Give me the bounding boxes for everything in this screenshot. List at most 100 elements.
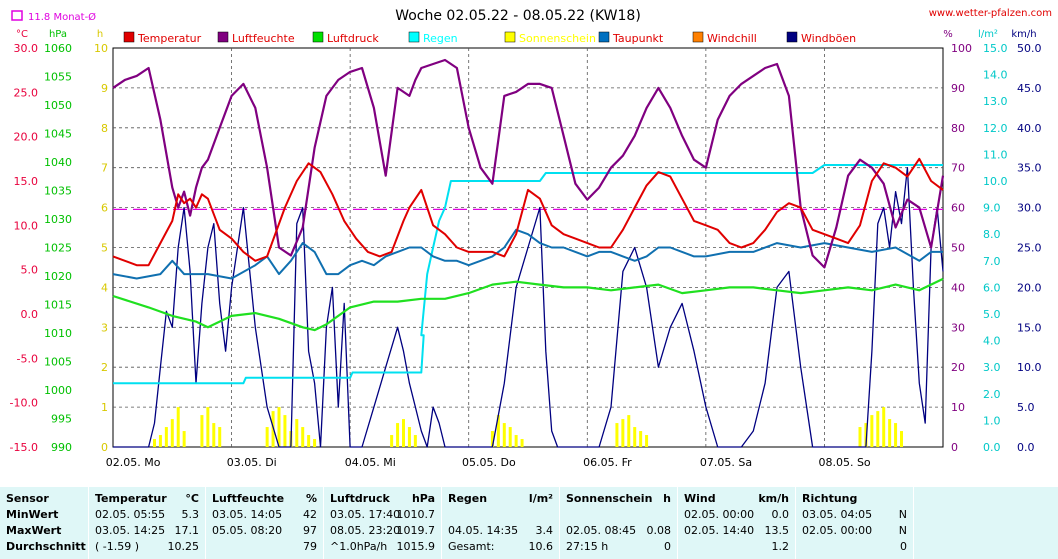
sunshine-bar: [313, 439, 317, 447]
axis-tick-label: 11.0: [983, 148, 1008, 161]
sunshine-bar: [870, 415, 874, 447]
stats-col-wind: Wind km/h 02.05. 00:00 0.0 02.05. 14:40 13.…: [678, 487, 795, 559]
axis-tick-label: 10.0: [1017, 361, 1042, 374]
legend-swatch: [504, 31, 516, 43]
axis-tick-label: 995: [51, 413, 72, 426]
axis-unit-label: km/h: [1011, 29, 1036, 40]
axis-tick-label: 1055: [44, 71, 72, 84]
stats-header-rain-unit: l/m²: [528, 492, 553, 505]
stats-value: 03.05. 17:40: [330, 508, 401, 521]
stats-header-dir: Richtung: [802, 492, 858, 505]
stats-value: 08.05. 23:20: [330, 524, 401, 537]
sunshine-bar: [615, 423, 619, 447]
axis-tick-label: 70: [951, 162, 965, 175]
axis-tick-label: 0.0: [21, 308, 39, 321]
axis-tick-label: 990: [51, 441, 72, 454]
axis-tick-label: 5.0: [983, 308, 1001, 321]
sunshine-bar: [639, 431, 643, 447]
sunshine-bar: [158, 435, 162, 447]
axis-tick-label: 1050: [44, 99, 72, 112]
sunshine-bar: [633, 427, 637, 447]
stats-value: 03.05. 04:05: [802, 508, 873, 521]
axis-unit-label: l/m²: [978, 29, 998, 40]
axis-tick-label: 12.0: [983, 122, 1008, 135]
sunshine-bar: [170, 419, 174, 447]
axis-unit-label: hPa: [49, 29, 67, 40]
axis-tick-label: 1020: [44, 270, 72, 283]
axis-tick-label: 3: [101, 321, 108, 334]
sunshine-bar: [295, 419, 299, 447]
sunshine-bar: [164, 427, 168, 447]
stats-header-sensor: Sensor: [6, 492, 49, 505]
x-tick-label: 06.05. Fr: [583, 456, 632, 469]
chart-title: Woche 02.05.22 - 08.05.22 (KW18): [395, 8, 641, 24]
axis-tick-label: 20.0: [1017, 281, 1042, 294]
x-tick-label: 08.05. So: [818, 456, 870, 469]
axis-tick-label: 2.0: [983, 388, 1001, 401]
axis-tick-label: 9.0: [983, 202, 1001, 215]
stats-col-direction: Richtung 03.05. 04:05 N 02.05. 00:00 N 0: [796, 487, 913, 559]
stats-label-min: MinWert: [6, 508, 59, 521]
stats-value: 02.05. 08:45: [566, 524, 637, 537]
stats-header-sun-unit: h: [663, 492, 671, 505]
stats-value: 1010.7: [396, 508, 436, 521]
axis-tick-label: 1045: [44, 128, 72, 141]
axis-tick-label: 60: [951, 202, 965, 215]
axis-tick-label: 5: [101, 242, 108, 255]
stats-header-press: Luftdruck: [330, 492, 390, 505]
average-marker-icon: [11, 10, 23, 21]
stats-header-sun: Sonnenschein: [566, 492, 653, 505]
axis-tick-label: 1025: [44, 242, 72, 255]
stats-value: N: [898, 508, 907, 521]
axis-tick-label: 90: [951, 82, 965, 95]
stats-value: 0: [664, 540, 671, 553]
legend-swatch: [312, 31, 324, 43]
axis-tick-label: 5.0: [1017, 401, 1035, 414]
stats-value: 10.25: [167, 540, 200, 553]
sunshine-bar: [502, 423, 506, 447]
axis-tick-label: 80: [951, 122, 965, 135]
axis-tick-label: 1.0: [983, 414, 1001, 427]
sunshine-bar: [858, 427, 862, 447]
humidity-line: [112, 58, 945, 269]
sunshine-bar: [508, 427, 512, 447]
axis-tick-label: 0.0: [1017, 441, 1035, 454]
sunshine-bar: [402, 419, 405, 447]
x-tick-label: 04.05. Mi: [345, 456, 396, 469]
sunshine-bar: [900, 431, 903, 447]
sunshine-bar: [218, 427, 222, 447]
axis-tick-label: 1: [101, 401, 108, 414]
stats-value: 04.05. 14:35: [448, 524, 519, 537]
pressure-line: [112, 277, 944, 332]
stats-value: 42: [303, 508, 317, 521]
sunshine-bar: [200, 415, 204, 447]
axis-tick-label: 2: [101, 361, 108, 374]
axis-tick-label: 10: [951, 401, 965, 414]
sunshine-bar: [283, 415, 287, 447]
stats-value: 1019.7: [396, 524, 436, 537]
axis-tick-label: 0: [951, 441, 958, 454]
stats-value: 5.3: [181, 508, 200, 521]
legend-entry: Temperatur: [137, 32, 202, 45]
wind-gust-line: [113, 167, 944, 448]
axis-tick-label: 35.0: [1017, 162, 1042, 175]
stats-header-wind-unit: km/h: [758, 492, 789, 505]
axis-tick-label: 8.0: [983, 228, 1001, 241]
statistics-table: Sensor MinWert MaxWert Durchschnitt Temp…: [0, 487, 1058, 559]
x-tick-label: 03.05. Di: [227, 456, 277, 469]
sunshine-bar: [520, 439, 524, 447]
legend-entry: Regen: [423, 32, 458, 45]
sunshine-bar: [265, 427, 269, 447]
source-link[interactable]: www.wetter-pfalzen.com: [929, 8, 1052, 19]
sunshine-bar: [490, 431, 494, 447]
axis-tick-label: 20.0: [14, 131, 39, 144]
axis-tick-label: -5.0: [17, 352, 38, 365]
legend-entry: Windchill: [707, 32, 757, 45]
stats-value: 3.4: [535, 524, 554, 537]
stats-value: 03.05. 14:25: [95, 524, 166, 537]
stats-col-sunshine: Sonnenschein h 02.05. 08:45 0.08 27:15 h 0: [560, 487, 677, 559]
axis-tick-label: 6: [101, 202, 108, 215]
stats-col-pressure: Luftdruck hPa 03.05. 17:40 1010.7 08.05. 2…: [324, 487, 441, 559]
sunshine-bar: [182, 431, 186, 447]
legend-swatch: [786, 31, 798, 43]
